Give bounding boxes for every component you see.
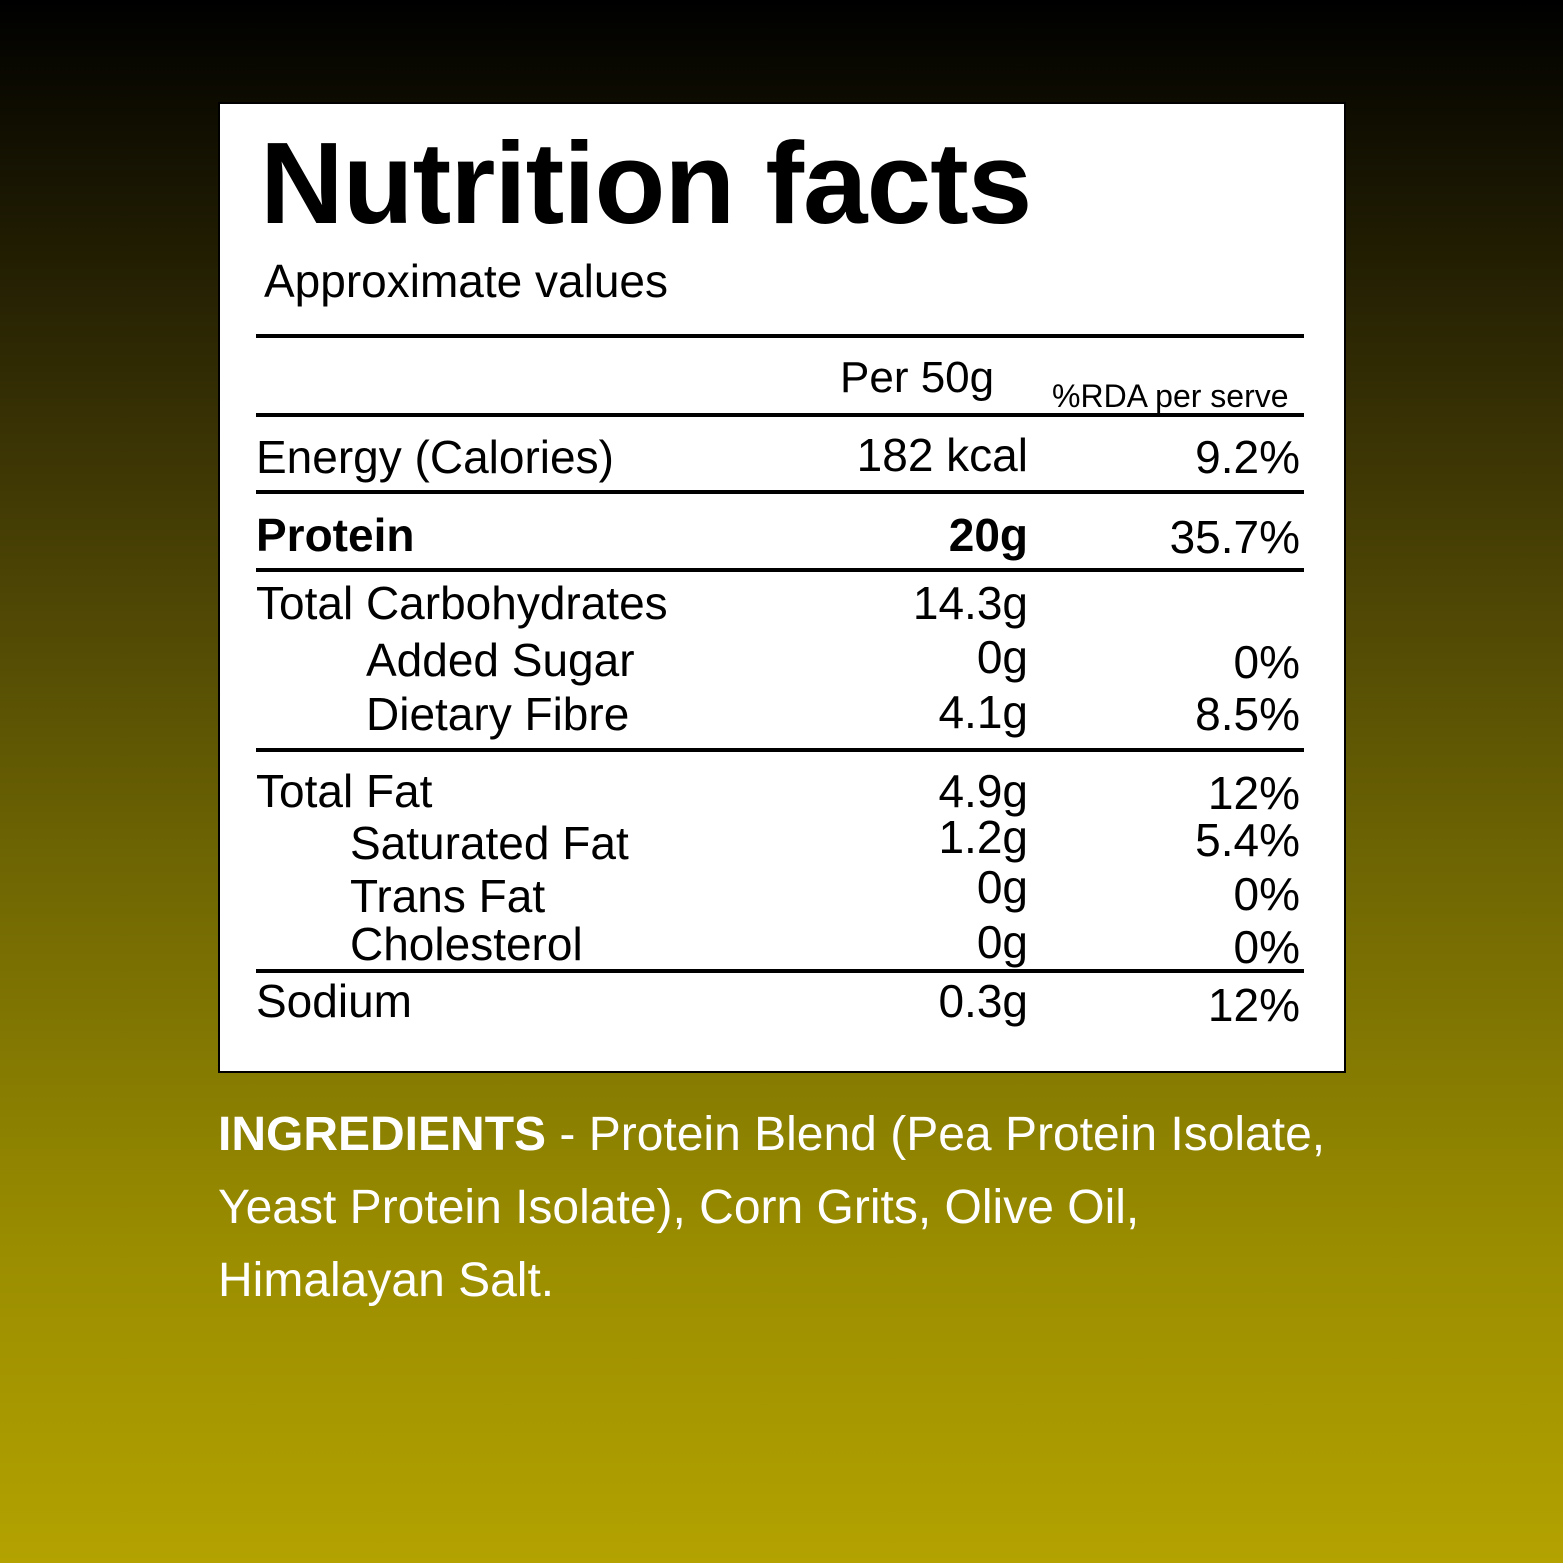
ingredients-text: INGREDIENTS - Protein Blend (Pea Protein… xyxy=(218,1098,1358,1317)
row-amount-saturated-fat: 1.2g xyxy=(938,811,1028,863)
ingredients-label: INGREDIENTS xyxy=(218,1108,547,1161)
nutrition-facts-panel: Nutrition facts Approximate values Per 5… xyxy=(218,102,1346,1073)
row-rda-added-sugar: 0% xyxy=(1233,636,1300,688)
row-amount-protein: 20g xyxy=(948,509,1028,561)
column-header-per: Per 50g xyxy=(840,353,995,402)
row-amount-dietary-fibre: 4.1g xyxy=(938,686,1028,738)
ingredients-list: - Protein Blend (Pea Protein Isolate, Ye… xyxy=(218,1108,1326,1307)
divider-protein xyxy=(256,568,1304,572)
row-rda-protein: 35.7% xyxy=(1169,511,1300,563)
row-name-carbohydrates: Total Carbohydrates xyxy=(256,577,668,629)
divider-fat xyxy=(256,969,1304,973)
panel-subtitle: Approximate values xyxy=(264,255,668,307)
row-amount-energy: 182 kcal xyxy=(856,429,1028,481)
row-name-energy: Energy (Calories) xyxy=(256,431,614,483)
row-amount-added-sugar: 0g xyxy=(976,631,1028,683)
divider-top xyxy=(256,334,1304,338)
row-rda-total-fat: 12% xyxy=(1207,767,1300,819)
row-rda-sodium: 12% xyxy=(1207,979,1300,1031)
row-name-added-sugar: Added Sugar xyxy=(366,634,635,686)
row-name-dietary-fibre: Dietary Fibre xyxy=(366,688,630,740)
column-header-rda: %RDA per serve xyxy=(1052,378,1289,414)
row-rda-cholesterol: 0% xyxy=(1233,921,1300,973)
divider-header xyxy=(256,413,1304,417)
row-amount-sodium: 0.3g xyxy=(938,975,1028,1027)
row-name-trans-fat: Trans Fat xyxy=(350,870,546,922)
panel-title: Nutrition facts xyxy=(260,118,1032,248)
row-name-cholesterol: Cholesterol xyxy=(350,918,583,970)
row-name-sodium: Sodium xyxy=(256,975,412,1027)
row-rda-dietary-fibre: 8.5% xyxy=(1195,688,1300,740)
row-amount-carbohydrates: 14.3g xyxy=(912,577,1028,629)
row-rda-energy: 9.2% xyxy=(1195,431,1300,483)
divider-energy xyxy=(256,490,1304,494)
row-amount-total-fat: 4.9g xyxy=(938,765,1028,817)
row-rda-saturated-fat: 5.4% xyxy=(1195,814,1300,866)
row-name-total-fat: Total Fat xyxy=(256,765,433,817)
divider-carbohydrates xyxy=(256,748,1304,752)
row-rda-trans-fat: 0% xyxy=(1233,868,1300,920)
row-name-protein: Protein xyxy=(256,509,415,561)
row-name-saturated-fat: Saturated Fat xyxy=(350,817,629,869)
row-amount-trans-fat: 0g xyxy=(976,861,1028,913)
row-amount-cholesterol: 0g xyxy=(976,916,1028,968)
